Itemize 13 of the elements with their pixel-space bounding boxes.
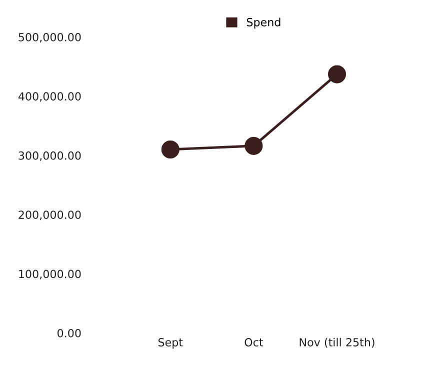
y-tick-label: 200,000.00 [18,210,81,220]
point [161,140,180,159]
x-tick-label: Oct [244,338,264,346]
y-tick-label: 300,000.00 [18,151,81,161]
point [328,65,346,84]
x-tick-label: Sept [158,338,183,349]
y-tick-label: 500,000.00 [18,32,81,43]
legend-label: Spend [246,18,280,28]
y-tick-label: 0.00 [58,328,81,338]
point [244,136,263,155]
x-tick-label: Nov (till 25th) [300,338,374,348]
y-tick-label: 100,000.00 [19,270,81,280]
y-tick-label: 400,000.00 [18,92,81,102]
